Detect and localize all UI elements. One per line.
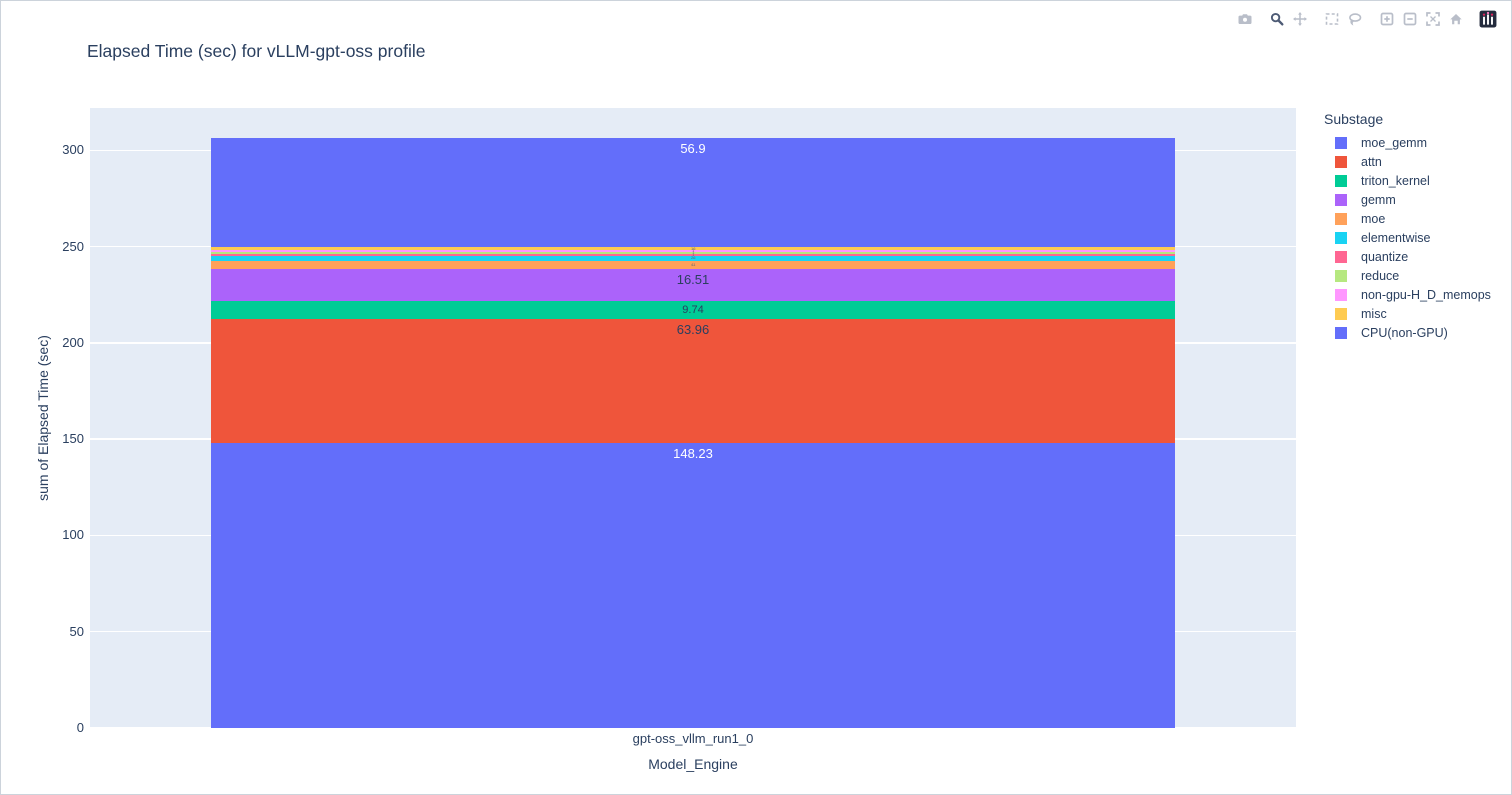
reset-axes-button[interactable] [1444, 8, 1467, 30]
legend-item-reduce[interactable]: reduce [1323, 266, 1491, 285]
bar-value-label: 56.9 [680, 140, 706, 156]
download-plot-button[interactable] [1233, 8, 1256, 30]
legend-item-label: quantize [1361, 249, 1409, 264]
legend-item-CPU(non-GPU)[interactable]: CPU(non-GPU) [1323, 323, 1491, 342]
legend-item-label: reduce [1361, 268, 1400, 283]
lasso-select-button[interactable] [1343, 8, 1366, 30]
legend-swatch-icon [1335, 288, 1347, 301]
bar-segment-elementwise[interactable]: 2.6 [210, 255, 1176, 261]
home-icon [1448, 11, 1464, 27]
bar-segment-quantize[interactable]: 1 [210, 253, 1176, 257]
legend-item-label: non-gpu-H_D_memops [1361, 287, 1491, 302]
bar-segment-misc[interactable]: 1.6 [210, 245, 1176, 251]
bar-value-label: 63.96 [676, 322, 710, 338]
y-tick-label: 100 [62, 527, 84, 543]
x-axis-title: Model_Engine [648, 756, 738, 772]
legend-swatch-icon [1335, 193, 1347, 206]
legend-item-label: moe [1361, 211, 1386, 226]
autoscale-icon [1425, 11, 1441, 27]
bar-segment-non-gpu-H_D_memops[interactable]: 1 [210, 249, 1176, 253]
legend-swatch-icon [1335, 174, 1347, 187]
legend-item-label: attn [1361, 154, 1382, 169]
y-tick-label: 50 [69, 623, 84, 639]
chart-title: Elapsed Time (sec) for vLLM-gpt-oss prof… [87, 41, 426, 61]
y-gridline [90, 727, 1296, 729]
legend: Substage moe_gemm attn triton_kernel gemm mo… [1323, 111, 1491, 342]
legend-swatch-icon [1335, 136, 1347, 149]
bar-segment-triton_kernel[interactable]: 9.74 [210, 300, 1176, 320]
legend-item-label: moe_gemm [1361, 135, 1427, 150]
legend-item-misc[interactable]: misc [1323, 304, 1491, 323]
legend-item-label: elementwise [1361, 230, 1431, 245]
legend-swatch-icon [1335, 326, 1347, 339]
camera-icon [1237, 11, 1253, 27]
bar-value-label: 16.51 [676, 271, 710, 287]
y-tick-label: 250 [62, 238, 84, 254]
plotly-logo-button[interactable] [1476, 8, 1499, 30]
y-axis-title: sum of Elapsed Time (sec) [35, 335, 51, 501]
legend-item-label: misc [1361, 306, 1387, 321]
legend-item-quantize[interactable]: quantize [1323, 247, 1491, 266]
lasso-icon [1347, 11, 1363, 27]
plot-area[interactable]: 148.23 63.96 9.74 16.51 4.1 2.6 1 1 1 1.6 56.9 [90, 108, 1296, 729]
legend-item-attn[interactable]: attn [1323, 152, 1491, 171]
bar-segment-reduce[interactable]: 1 [210, 251, 1176, 255]
autoscale-button[interactable] [1421, 8, 1444, 30]
legend-item-label: CPU(non-GPU) [1361, 325, 1448, 340]
bar-value-label: 1.6 [690, 245, 696, 251]
pan-icon [1292, 11, 1308, 27]
bar-value-label: 148.23 [673, 445, 713, 461]
bar-value-label: 9.74 [682, 303, 704, 316]
plotly-logo-icon [1479, 10, 1497, 28]
y-tick-label: 200 [62, 334, 84, 350]
legend-swatch-icon [1335, 231, 1347, 244]
magnifier-icon [1269, 11, 1285, 27]
modebar-group [1265, 8, 1311, 30]
legend-swatch-icon [1335, 269, 1347, 282]
box-select-button[interactable] [1320, 8, 1343, 30]
modebar-group [1476, 8, 1499, 30]
legend-swatch-icon [1335, 155, 1347, 168]
bar-value-label: 2.6 [690, 255, 696, 261]
legend-item-moe_gemm[interactable]: moe_gemm [1323, 133, 1491, 152]
pan-button[interactable] [1288, 8, 1311, 30]
zoom-button[interactable] [1265, 8, 1288, 30]
bar-segment-gemm[interactable]: 16.51 [210, 268, 1176, 301]
legend-title: Substage [1324, 111, 1384, 127]
legend-swatch-icon [1335, 212, 1347, 225]
modebar-group [1375, 8, 1467, 30]
bar-segment-moe[interactable]: 4.1 [210, 260, 1176, 269]
zoom-out-button[interactable] [1398, 8, 1421, 30]
modebar-group [1233, 8, 1256, 30]
legend-item-elementwise[interactable]: elementwise [1323, 228, 1491, 247]
legend-swatch-icon [1335, 307, 1347, 320]
y-tick-label: 0 [76, 720, 84, 735]
zoom-in-icon [1379, 11, 1395, 27]
bar-segment-moe_gemm[interactable]: 148.23 [210, 442, 1176, 728]
legend-swatch-icon [1335, 250, 1347, 263]
bar-segment-attn[interactable]: 63.96 [210, 319, 1176, 443]
box-select-icon [1324, 11, 1340, 27]
zoom-in-button[interactable] [1375, 8, 1398, 30]
legend-item-non-gpu-H_D_memops[interactable]: non-gpu-H_D_memops [1323, 285, 1491, 304]
legend-item-moe[interactable]: moe [1323, 209, 1491, 228]
legend-item-triton_kernel[interactable]: triton_kernel [1323, 171, 1491, 190]
bar-value-label: 4.1 [690, 261, 696, 267]
legend-item-gemm[interactable]: gemm [1323, 190, 1491, 209]
y-tick-label: 150 [62, 431, 84, 447]
plotly-modebar [1224, 8, 1499, 30]
modebar-group [1320, 8, 1366, 30]
x-tick-label: gpt-oss_vllm_run1_0 [632, 731, 754, 746]
bar-segment-CPU(non-GPU)[interactable]: 56.9 [210, 137, 1176, 248]
legend-item-label: gemm [1361, 192, 1396, 207]
zoom-out-icon [1402, 11, 1418, 27]
y-tick-label: 300 [62, 142, 84, 158]
legend-item-label: triton_kernel [1361, 173, 1430, 188]
